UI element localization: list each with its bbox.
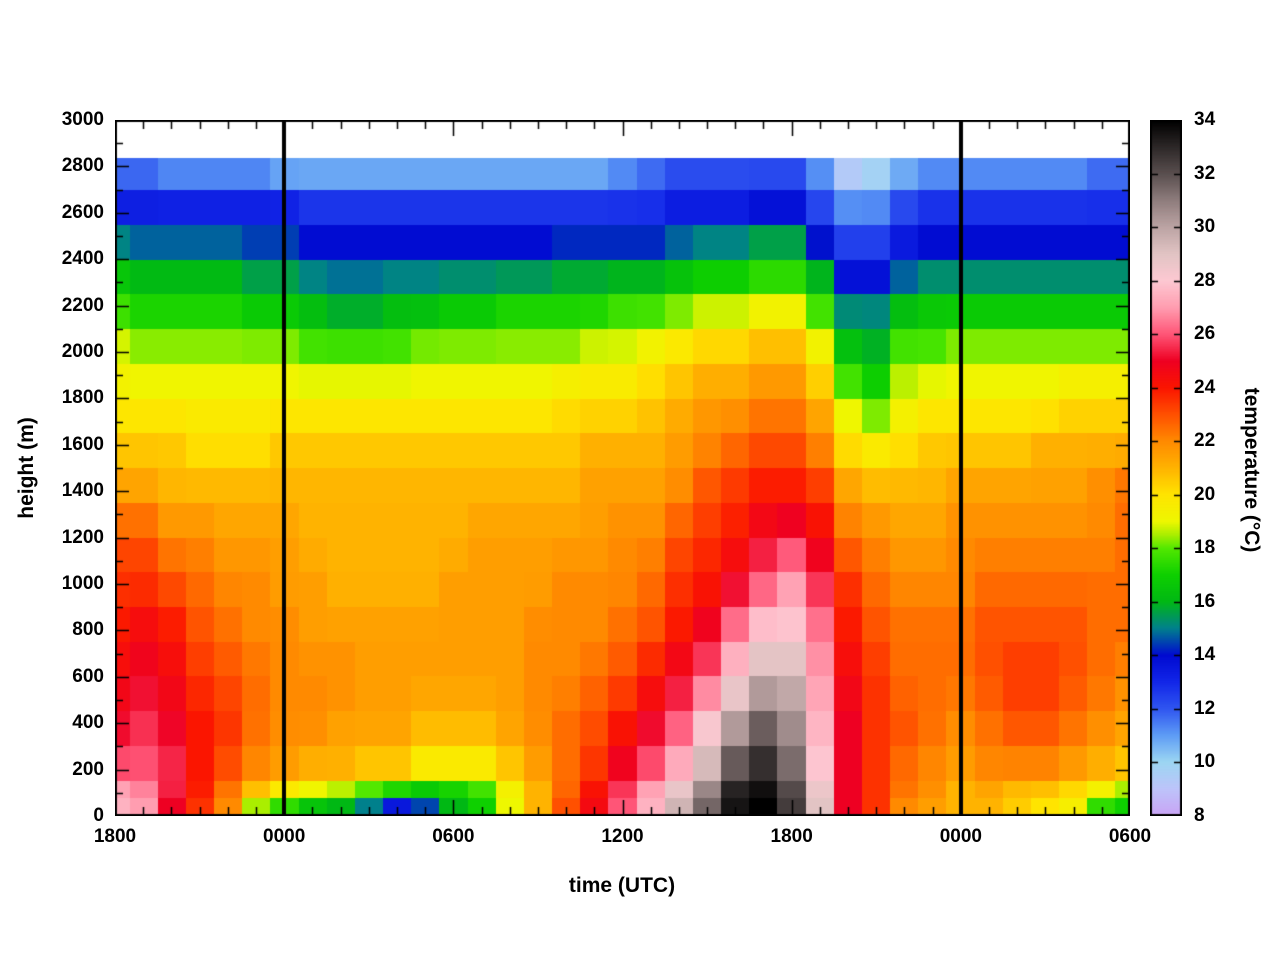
x-tick-label: 0000 <box>263 826 306 847</box>
colorbar-tick-label: 32 <box>1194 162 1216 184</box>
y-tick-label: 1800 <box>61 387 104 409</box>
y-tick-label: 2200 <box>61 294 104 316</box>
colorbar-tick-label: 18 <box>1194 537 1216 559</box>
colorbar-tick-label: 12 <box>1194 697 1216 719</box>
colorbar-tick-label: 14 <box>1194 644 1216 666</box>
colorbar-tick-label: 28 <box>1194 269 1216 291</box>
heatmap-canvas <box>115 120 1130 816</box>
colorbar-tick-label: 34 <box>1194 109 1216 130</box>
x-tick-label: 0600 <box>432 826 475 847</box>
y-tick-label: 400 <box>72 712 104 734</box>
x-tick-label: 0000 <box>939 826 982 847</box>
y-tick-label: 2000 <box>61 341 104 362</box>
colorbar-tick-label: 26 <box>1194 323 1216 345</box>
y-tick-label: 2600 <box>61 201 104 223</box>
colorbar-tick-label: 20 <box>1194 483 1216 505</box>
y-tick-label: 1200 <box>61 526 104 548</box>
y-tick-label: 1000 <box>61 573 104 594</box>
colorbar-tick-label: 24 <box>1194 376 1216 398</box>
y-tick-label: 2400 <box>61 248 104 270</box>
y-tick-label: 200 <box>72 758 104 780</box>
x-tick-label: 1200 <box>601 826 644 847</box>
colorbar-tick-label: 10 <box>1194 751 1216 773</box>
y-tick-label: 0 <box>93 805 104 826</box>
colorbar-tick-label: 22 <box>1194 430 1216 452</box>
colorbar-tick-label: 8 <box>1194 805 1205 826</box>
y-tick-label: 3000 <box>61 109 104 130</box>
y-tick-label: 600 <box>72 665 104 687</box>
y-tick-label: 800 <box>72 619 104 641</box>
y-tick-label: 1400 <box>61 480 104 502</box>
y-axis-title: height (m) <box>15 417 38 519</box>
x-tick-label: 0600 <box>1108 826 1152 847</box>
x-tick-label: 1800 <box>93 826 137 847</box>
colorbar-canvas <box>1150 120 1182 816</box>
x-tick-label: 1800 <box>770 826 813 847</box>
x-axis-title: time (UTC) <box>568 874 676 897</box>
y-tick-label: 2800 <box>61 155 104 177</box>
y-tick-label: 1600 <box>61 433 104 455</box>
colorbar-tick-label: 16 <box>1194 590 1216 612</box>
colorbar-title: temperature (°C) <box>1240 387 1263 553</box>
colorbar-tick-label: 30 <box>1194 216 1216 238</box>
